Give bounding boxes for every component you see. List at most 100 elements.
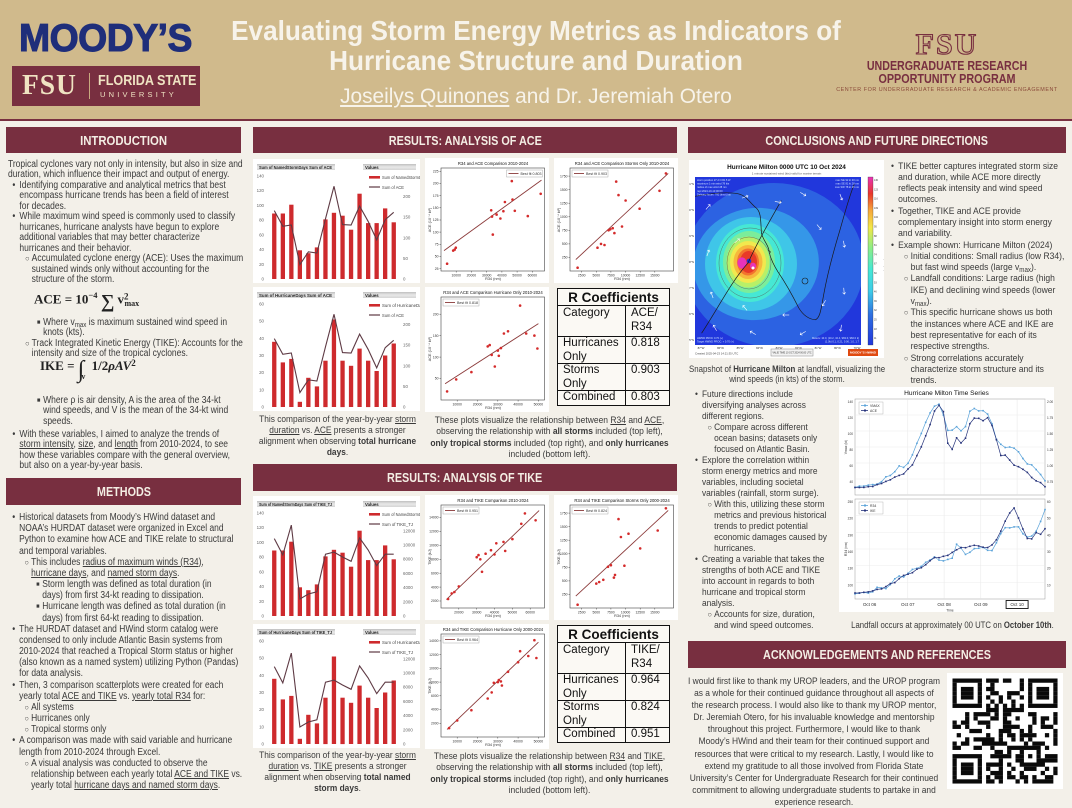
svg-text:10000: 10000: [621, 611, 631, 615]
svg-text:125: 125: [433, 218, 439, 222]
svg-text:12000: 12000: [403, 656, 416, 661]
svg-text:Sum of NamedStormDays: Sum of NamedStormDays: [382, 175, 420, 180]
svg-text:20000: 20000: [467, 274, 477, 278]
svg-text:95: 95: [874, 226, 877, 229]
svg-text:4000: 4000: [403, 585, 413, 590]
svg-text:R34 (nm): R34 (nm): [485, 614, 502, 618]
svg-text:60000: 60000: [528, 274, 538, 278]
svg-text:60: 60: [874, 272, 877, 275]
svg-text:5000: 5000: [593, 611, 601, 615]
svg-text:250: 250: [848, 500, 854, 504]
svg-text:max SE 81 kt 28 nm: max SE 81 kt 28 nm: [836, 182, 859, 186]
svg-text:60: 60: [849, 464, 853, 468]
svg-text:20: 20: [1047, 567, 1051, 571]
svg-text:10000: 10000: [452, 740, 462, 744]
svg-text:150: 150: [403, 343, 411, 348]
svg-text:Delivery hours: 782 (knot) kts: Delivery hours: 782 (knot) kts: [697, 192, 731, 196]
svg-text:18: 18: [874, 328, 877, 331]
svg-text:ACE (10⁻⁴ kt²): ACE (10⁻⁴ kt²): [428, 336, 432, 361]
svg-text:1.75: 1.75: [1047, 416, 1053, 420]
svg-text:140: 140: [257, 511, 265, 516]
svg-text:MOODY’S HWIND: MOODY’S HWIND: [850, 351, 876, 355]
svg-text:81°W: 81°W: [815, 346, 822, 350]
svg-text:Sum of HurricaneDays: Sum of HurricaneDays: [382, 303, 420, 308]
svg-text:4000: 4000: [431, 585, 439, 589]
svg-text:Values: Values: [365, 293, 379, 298]
svg-text:Best fit 0.964: Best fit 0.964: [457, 638, 478, 642]
svg-text:6000: 6000: [403, 571, 413, 576]
svg-text:150: 150: [433, 206, 439, 210]
svg-text:0: 0: [403, 614, 406, 619]
svg-text:Best fit 0.818: Best fit 0.818: [457, 301, 478, 305]
svg-text:30000: 30000: [493, 740, 503, 744]
svg-text:30000: 30000: [482, 274, 492, 278]
svg-text:Oct 10: Oct 10: [1010, 602, 1024, 607]
svg-text:Sum of ACE: Sum of ACE: [382, 185, 404, 190]
svg-text:40000: 40000: [490, 611, 500, 615]
svg-text:2500: 2500: [578, 274, 586, 278]
svg-text:R34 and ACE Comparison Storms: R34 and ACE Comparison Storms Only 2010-…: [575, 161, 670, 166]
svg-text:40: 40: [259, 584, 264, 589]
svg-text:2000: 2000: [431, 722, 439, 726]
svg-text:R34 and TIKE Comparison Storms: R34 and TIKE Comparison Storms Only 2000…: [574, 498, 670, 503]
svg-text:10: 10: [259, 724, 264, 729]
svg-text:190: 190: [848, 533, 854, 537]
svg-text:32: 32: [874, 309, 877, 312]
svg-text:ACE (10⁻⁴ kt²): ACE (10⁻⁴ kt²): [557, 207, 561, 232]
svg-text:storm position 27.2 N 82.5 W: storm position 27.2 N 82.5 W: [697, 178, 731, 182]
svg-text:0: 0: [403, 742, 406, 747]
svg-text:225: 225: [433, 170, 439, 174]
svg-text:7500: 7500: [607, 274, 615, 278]
svg-text:80: 80: [259, 555, 264, 560]
svg-text:0: 0: [262, 405, 265, 410]
svg-text:Sum of NamedStormDays Sum of: Sum of NamedStormDays Sum of TIKE_TJ: [259, 502, 333, 507]
svg-text:VMAX: VMAX: [870, 404, 880, 408]
svg-text:81: 81: [874, 244, 877, 247]
svg-text:0: 0: [403, 405, 406, 410]
svg-text:20000: 20000: [473, 403, 483, 407]
svg-text:150: 150: [403, 215, 411, 220]
svg-text:1750: 1750: [560, 174, 568, 178]
svg-text:1500: 1500: [560, 525, 568, 529]
svg-text:150: 150: [433, 334, 439, 338]
svg-text:Sum of HurricaneDays Sum of A: Sum of HurricaneDays Sum of ACE: [259, 293, 332, 298]
svg-text:Best fit 0.951: Best fit 0.951: [457, 509, 478, 513]
svg-text:Sum of TIKE_TJ: Sum of TIKE_TJ: [382, 522, 413, 527]
svg-text:20: 20: [259, 370, 264, 375]
svg-text:87°W: 87°W: [698, 346, 705, 350]
svg-text:1 minute sustained wind (kts): 1 minute sustained wind (kts) valid for …: [752, 172, 822, 176]
svg-text:29°N: 29°N: [689, 234, 694, 238]
svg-text:2000: 2000: [403, 727, 413, 732]
svg-text:15000: 15000: [650, 274, 660, 278]
svg-text:20: 20: [259, 599, 264, 604]
svg-text:Oct 06: Oct 06: [863, 602, 877, 607]
svg-text:40000: 40000: [513, 740, 523, 744]
svg-text:10000: 10000: [451, 274, 461, 278]
svg-text:50000: 50000: [508, 611, 518, 615]
svg-text:0: 0: [262, 277, 265, 282]
svg-text:ACE: ACE: [870, 409, 878, 413]
svg-text:IKE: IKE: [870, 509, 876, 513]
svg-text:750: 750: [562, 566, 568, 570]
svg-text:220: 220: [848, 517, 854, 521]
svg-text:Values: Values: [365, 630, 379, 635]
svg-text:30: 30: [1047, 550, 1051, 554]
svg-text:500: 500: [562, 579, 568, 583]
svg-text:0.75: 0.75: [1047, 480, 1053, 484]
svg-text:12000: 12000: [403, 528, 416, 533]
svg-text:40: 40: [259, 336, 264, 341]
svg-text:120: 120: [848, 416, 854, 420]
svg-text:60: 60: [259, 569, 264, 574]
svg-text:200: 200: [433, 182, 439, 186]
svg-text:30: 30: [259, 353, 264, 358]
svg-text:75: 75: [435, 243, 439, 247]
svg-text:30000: 30000: [472, 611, 482, 615]
svg-text:140: 140: [848, 400, 854, 404]
svg-text:R34 (nm): R34 (nm): [614, 614, 631, 618]
svg-text:2500: 2500: [578, 611, 586, 615]
svg-text:100: 100: [848, 432, 854, 436]
svg-text:1.00: 1.00: [1047, 464, 1053, 468]
svg-text:102: 102: [874, 216, 879, 219]
svg-text:20000: 20000: [454, 611, 464, 615]
svg-text:31°N: 31°N: [689, 182, 694, 186]
